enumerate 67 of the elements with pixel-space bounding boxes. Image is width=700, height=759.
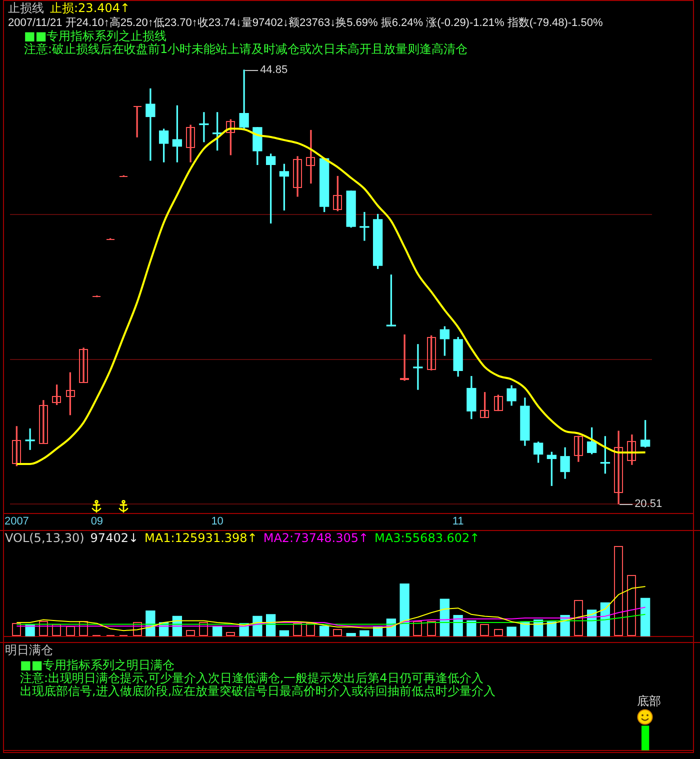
text: 底部 xyxy=(637,694,661,708)
bar xyxy=(199,622,208,636)
bar xyxy=(133,622,142,636)
x-tick-label: 2007 xyxy=(4,516,29,528)
text: MA2:73748.305↑ xyxy=(263,531,369,545)
chart-subtitle: 2007/11/21 开24.10↑高25.20↑低23.70↑收23.74↓量97402↓额23763↓换5.69% 振6.24% 涨(-0.29)-1.21% 指数(-79.48)-1.50% xyxy=(8,17,603,30)
bar xyxy=(640,598,650,636)
candlestick xyxy=(146,88,156,161)
text: 出现底部信号,进入做底阶段,应在放量突破信号日最高价时介入或待回抽前低点时少量介入 xyxy=(20,684,496,698)
chart-title: 明日满仓 xyxy=(5,643,53,657)
bar xyxy=(506,626,516,636)
text: ■■专用指标系列之止损线 xyxy=(24,29,167,43)
candlestick xyxy=(413,344,423,390)
bar xyxy=(346,632,356,636)
bar xyxy=(614,546,623,636)
annotation: 44.85 xyxy=(260,64,288,76)
candlestick xyxy=(360,212,370,241)
bar xyxy=(319,626,330,636)
chart-title: 止损线 xyxy=(8,1,44,15)
x-tick-label: 10 xyxy=(211,516,224,528)
bar xyxy=(400,583,410,636)
annotation: 20.51 xyxy=(634,498,662,510)
bar xyxy=(453,614,463,636)
candlestick xyxy=(293,156,302,197)
bar xyxy=(413,621,422,636)
x-tick-label: 09 xyxy=(90,516,104,528)
text: MA1:125931.398↑ xyxy=(144,531,258,545)
text: 注意:破止损线后在收盘前1小时未能站上请及时减仓或次日未高开且放量则逢高清仓 xyxy=(24,42,468,56)
bar xyxy=(39,621,48,636)
bar xyxy=(480,624,489,636)
candlestick xyxy=(614,430,623,504)
bar xyxy=(306,623,315,636)
bar xyxy=(279,630,290,636)
candlestick xyxy=(199,112,209,142)
bar xyxy=(293,623,302,636)
bar xyxy=(146,610,156,636)
bar xyxy=(546,621,557,636)
bar xyxy=(494,629,503,636)
x-tick-label: 11 xyxy=(452,516,464,528)
candlestick xyxy=(400,334,409,381)
bar xyxy=(226,632,235,636)
candlestick xyxy=(186,124,195,162)
text: MA3:55683.602↑ xyxy=(374,531,480,545)
candlestick xyxy=(133,106,142,138)
bar xyxy=(466,620,476,636)
bar xyxy=(440,598,450,636)
text: 止损:23.404↑ xyxy=(50,1,130,15)
bar xyxy=(333,629,342,636)
bar xyxy=(574,600,583,636)
chart-title: VOL(5,13,30) xyxy=(5,531,84,545)
candlestick xyxy=(306,130,315,184)
text: 注意:出现明日满仓提示,可少量介入次日逢低满仓,一般提示发出后第4日仍可再逢低介入 xyxy=(20,671,484,685)
bar xyxy=(212,626,222,636)
bar xyxy=(79,621,88,636)
bar xyxy=(12,623,21,636)
candlestick xyxy=(39,400,48,444)
candlestick xyxy=(25,428,35,450)
text: 97402↓ xyxy=(90,531,139,545)
text: ■■专用指标系列之明日满仓 xyxy=(20,658,175,672)
bar xyxy=(627,575,636,636)
candlestick xyxy=(79,348,88,383)
candlestick xyxy=(574,436,583,462)
bar xyxy=(186,630,195,636)
bar xyxy=(66,626,75,636)
bar xyxy=(427,621,436,636)
bar xyxy=(360,630,370,636)
candlestick xyxy=(627,434,636,465)
